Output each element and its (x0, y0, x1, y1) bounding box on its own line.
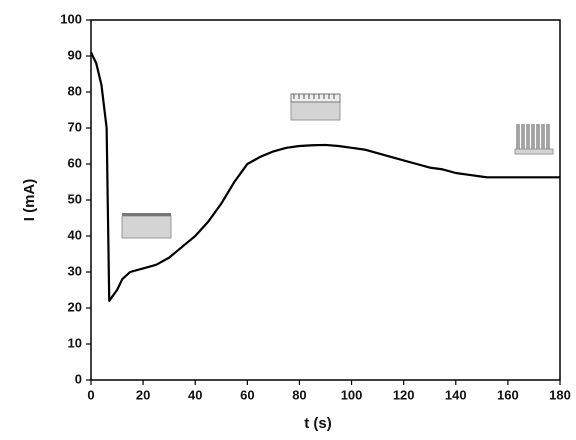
x-tick-label: 160 (497, 387, 519, 402)
line (90, 51, 560, 302)
x-tick-label: 60 (240, 387, 254, 402)
y-tick-label: 80 (68, 83, 82, 98)
x-tick-label: 180 (549, 387, 571, 402)
y-tick-label: 90 (68, 47, 82, 62)
y-tick-label: 50 (68, 191, 82, 206)
x-tick-label: 20 (136, 387, 150, 402)
y-tick-label: 60 (68, 155, 82, 170)
inset-tubes (514, 124, 554, 155)
y-tick-label: 20 (68, 299, 82, 314)
y-tick-label: 0 (75, 371, 82, 386)
x-tick-label: 140 (445, 387, 467, 402)
plot-frame (90, 19, 561, 381)
y-tick-label: 40 (68, 227, 82, 242)
x-tick-label: 80 (292, 387, 306, 402)
y-tick-label: 30 (68, 263, 82, 278)
x-tick-label: 40 (188, 387, 202, 402)
y-tick-label: 100 (60, 11, 82, 26)
x-tick-label: 100 (341, 387, 363, 402)
inset-film (121, 213, 172, 239)
y-tick-label: 70 (68, 119, 82, 134)
x-tick-label: 120 (393, 387, 415, 402)
inset-pores (290, 93, 341, 121)
x-tick-label: 0 (87, 387, 94, 402)
y-tick-label: 10 (68, 335, 82, 350)
y-axis-label: I (mA) (21, 179, 38, 222)
x-axis-label: t (s) (304, 415, 332, 432)
